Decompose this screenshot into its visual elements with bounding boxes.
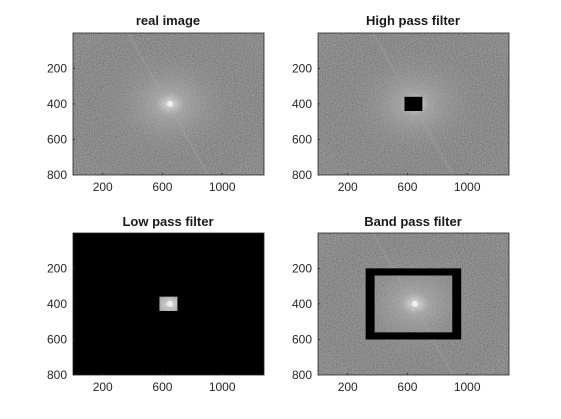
- filter-mask: [404, 96, 423, 112]
- y-tick-label: 200: [292, 261, 312, 275]
- axes: 200 600 1000 200 400 600 800: [47, 32, 265, 194]
- y-tick-label: 800: [292, 168, 312, 182]
- x-tick-label: 1000: [454, 180, 481, 194]
- x-tick-label: 600: [152, 380, 172, 394]
- y-tick-label: 200: [292, 61, 312, 75]
- panel-real-image: real image 200 600 1000 200 400 600 800: [47, 13, 265, 194]
- spectrum-image: [318, 233, 509, 375]
- axes: 200 600 1000 200 400 600 800: [292, 32, 510, 194]
- panel-high-pass: High pass filter 200 600 1000 200 400 600 800: [292, 13, 510, 194]
- y-tick-label: 400: [47, 297, 67, 311]
- y-tick-label: 800: [47, 168, 67, 182]
- y-tick-label: 800: [47, 368, 67, 382]
- y-tick-label: 800: [292, 368, 312, 382]
- y-tick-label: 600: [47, 132, 67, 146]
- y-tick-label: 600: [292, 332, 312, 346]
- panel-title: Low pass filter: [122, 214, 213, 229]
- panel-low-pass: Low pass filter 200 600 1000 200 400 600 800: [47, 214, 265, 394]
- x-tick-label: 200: [338, 180, 358, 194]
- panel-title: Band pass filter: [364, 214, 462, 229]
- y-tick-label: 200: [47, 261, 67, 275]
- spectrum-image: [318, 33, 509, 175]
- spectrum-image: [73, 33, 264, 175]
- y-tick-label: 600: [292, 132, 312, 146]
- x-tick-label: 200: [93, 380, 113, 394]
- spectrum-image: [73, 233, 264, 375]
- x-tick-label: 600: [397, 380, 417, 394]
- y-tick-label: 400: [292, 297, 312, 311]
- axes: 200 600 1000 200 400 600 800: [47, 232, 265, 394]
- filter-mask: [365, 268, 462, 340]
- panel-title: real image: [136, 13, 200, 28]
- x-tick-label: 600: [152, 180, 172, 194]
- y-tick-label: 400: [292, 97, 312, 111]
- x-tick-label: 200: [338, 380, 358, 394]
- x-tick-label: 200: [93, 180, 113, 194]
- axes: 200 600 1000 200 400 600 800: [292, 232, 510, 394]
- x-tick-label: 1000: [209, 180, 236, 194]
- x-tick-label: 1000: [454, 380, 481, 394]
- y-tick-label: 600: [47, 332, 67, 346]
- x-tick-label: 1000: [209, 380, 236, 394]
- panel-title: High pass filter: [366, 13, 460, 28]
- panel-band-pass: Band pass filter 200 600 1000 200 400 600 800: [292, 214, 510, 394]
- y-tick-label: 400: [47, 97, 67, 111]
- y-tick-label: 200: [47, 61, 67, 75]
- x-tick-label: 600: [397, 180, 417, 194]
